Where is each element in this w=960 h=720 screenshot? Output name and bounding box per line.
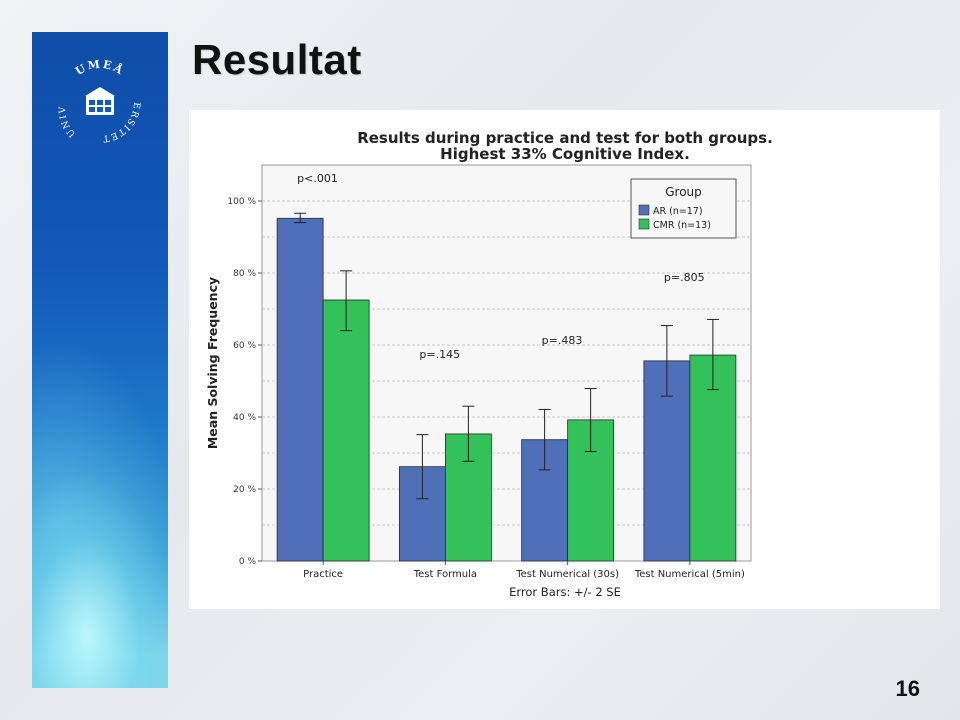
error-bars-note: Error Bars: +/- 2 SE (509, 585, 621, 599)
logo-text-top: UMEÅ (73, 57, 125, 78)
y-tick-label: 40 % (233, 413, 256, 423)
svg-text:UMEÅ: UMEÅ (73, 57, 127, 78)
x-tick-label: Test Formula (413, 569, 477, 580)
svg-text:UNIV: UNIV (58, 105, 78, 138)
y-tick-label: 0 % (239, 557, 257, 567)
x-tick-label: Test Numerical (5min) (634, 569, 745, 580)
legend-title: Group (665, 185, 702, 199)
p-value-annotation: p=.483 (542, 334, 583, 347)
bar-chart: Results during practice and test for bot… (205, 129, 773, 599)
side-band: UMEÅ UNIV ERSITET (32, 32, 168, 688)
legend-swatch (638, 204, 650, 216)
bar-cmr (322, 299, 370, 562)
y-axis-label: Mean Solving Frequency (205, 277, 220, 449)
university-seal-logo: UMEÅ UNIV ERSITET (58, 57, 139, 143)
chart-panel: Results during practice and test for bot… (189, 110, 940, 609)
x-tick-label: Practice (303, 569, 343, 580)
x-tick-label: Test Numerical (30s) (515, 569, 619, 580)
page-number: 16 (895, 676, 920, 701)
chart-title-line: Results during practice and test for bot… (357, 129, 773, 147)
logo-text-left: UNIV (58, 105, 76, 138)
p-value-annotation: p<.001 (297, 172, 338, 185)
legend-label: CMR (n=13) (653, 220, 711, 231)
legend-swatch (638, 218, 650, 230)
y-tick-label: 80 % (233, 269, 256, 279)
y-tick-label: 60 % (233, 341, 256, 351)
chart-title-line: Highest 33% Cognitive Index. (440, 145, 690, 163)
p-value-annotation: p=.145 (419, 348, 460, 361)
slide-title: Resultat (192, 36, 362, 83)
bar-ar (276, 217, 324, 562)
y-tick-label: 100 % (227, 197, 256, 207)
p-value-annotation: p=.805 (664, 271, 705, 284)
legend-label: AR (n=17) (653, 206, 703, 217)
y-tick-label: 20 % (233, 485, 256, 495)
